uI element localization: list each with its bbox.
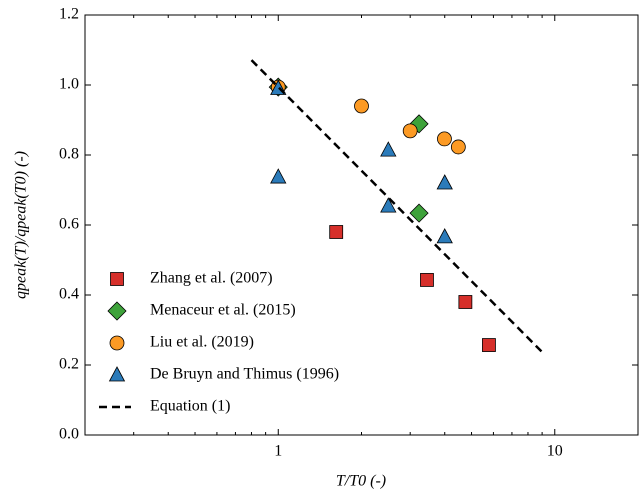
- legend-marker: [110, 272, 124, 286]
- y-tick-label: 0.0: [59, 426, 79, 443]
- y-axis-label: qpeak(T)/qpeak(T0) (-): [13, 151, 30, 299]
- y-tick-label: 0.2: [59, 356, 79, 373]
- legend-marker: [107, 301, 127, 321]
- legend-label: Zhang et al. (2007): [150, 270, 273, 287]
- legend-marker: [108, 366, 126, 382]
- y-tick-label: 1.2: [59, 6, 79, 23]
- equation-line: [250, 59, 543, 353]
- data-point: [437, 131, 452, 147]
- legend-label: Menaceur et al. (2015): [150, 302, 296, 319]
- y-tick-label: 1.0: [59, 76, 79, 93]
- data-point: [329, 225, 344, 239]
- data-point: [420, 273, 434, 287]
- data-point: [380, 197, 397, 213]
- data-point: [409, 203, 429, 223]
- data-point: [436, 174, 453, 190]
- data-point: [458, 295, 473, 309]
- y-tick-label: 0.4: [59, 286, 79, 303]
- data-point: [270, 168, 287, 184]
- legend-marker: [109, 335, 125, 351]
- legend-label: Liu et al. (2019): [150, 334, 254, 351]
- data-point: [482, 338, 496, 352]
- y-tick-label: 0.8: [59, 146, 79, 163]
- x-axis-label: T/T0 (-): [336, 473, 386, 490]
- x-tick-label: 1: [274, 443, 282, 460]
- data-point: [436, 228, 453, 244]
- legend-label: De Bruyn and Thimus (1996): [150, 366, 339, 383]
- data-point: [450, 139, 466, 155]
- data-point: [354, 98, 369, 114]
- data-point: [402, 123, 418, 139]
- data-point: [380, 141, 397, 157]
- y-tick-label: 0.6: [59, 216, 79, 233]
- legend-label: Equation (1): [150, 398, 230, 415]
- x-tick-label: 10: [547, 443, 563, 460]
- data-point: [409, 114, 429, 134]
